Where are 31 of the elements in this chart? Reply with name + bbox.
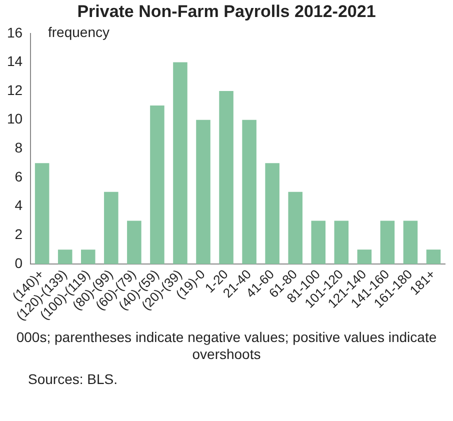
y-tick-label: 12 (6, 82, 23, 98)
bar (334, 220, 349, 264)
bar (357, 250, 372, 264)
bar (380, 220, 395, 264)
bar (58, 250, 72, 264)
bar (104, 192, 118, 264)
x-axis-title: 000s; parentheses indicate negative values; positive values indicate overshoots (15, 329, 438, 363)
bar (242, 120, 256, 264)
y-tick-label: 4 (14, 197, 23, 214)
bar (403, 220, 418, 264)
bar (80, 250, 96, 264)
y-tick-label: 6 (14, 168, 23, 184)
source-note: Sources: BLS. (27, 371, 118, 387)
bar (288, 192, 302, 264)
y-tick-label: 8 (14, 140, 23, 156)
bar (150, 105, 164, 264)
bar (265, 163, 280, 264)
y-axis-title: frequency (48, 24, 110, 40)
bar (173, 62, 188, 264)
y-tick-label: 16 (6, 24, 23, 40)
bar (426, 250, 441, 264)
y-tick-label: 10 (6, 110, 23, 127)
y-tick-label: 0 (14, 254, 23, 271)
bar (311, 220, 326, 264)
y-tick-label: 2 (14, 226, 23, 242)
y-tick-label: 14 (6, 53, 23, 70)
chart-title: Private Non-Farm Payrolls 2012-2021 (76, 1, 377, 22)
bar (34, 163, 50, 264)
bar (127, 220, 142, 264)
bar (219, 91, 234, 264)
bar (196, 120, 210, 264)
